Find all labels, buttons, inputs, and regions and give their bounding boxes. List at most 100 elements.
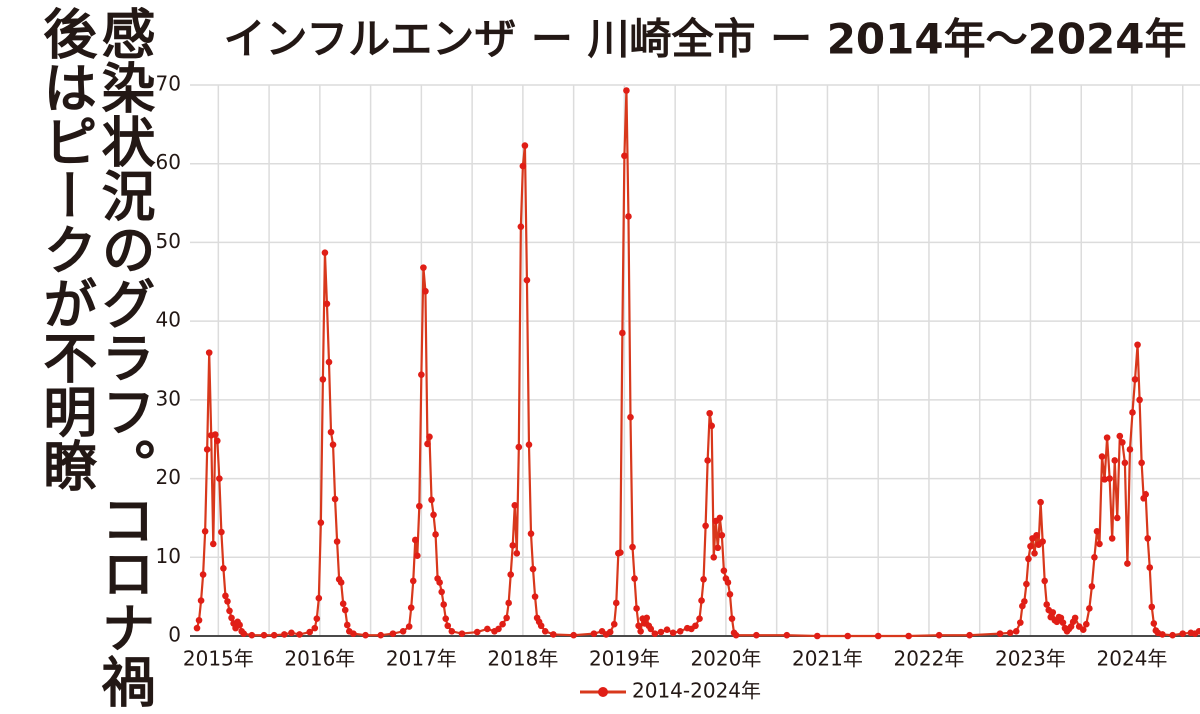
legend-marker: [598, 687, 608, 697]
y-tick-label: 60: [156, 150, 181, 174]
data-point: [416, 502, 423, 510]
data-point: [625, 213, 632, 220]
y-tick-label: 30: [156, 386, 181, 410]
data-point: [1126, 446, 1134, 453]
x-tick-label: 2023年: [995, 647, 1066, 671]
data-point: [643, 614, 651, 622]
data-point: [527, 530, 535, 537]
data-point: [337, 579, 345, 586]
data-point: [1134, 341, 1141, 349]
data-point: [521, 142, 529, 149]
data-point: [1148, 603, 1156, 611]
data-point: [1106, 475, 1113, 482]
data-point: [1138, 459, 1145, 467]
data-point: [753, 631, 760, 639]
data-point: [321, 249, 329, 256]
data-point: [319, 376, 327, 383]
data-point: [1086, 605, 1093, 612]
data-point: [702, 522, 709, 530]
data-point: [317, 519, 325, 526]
data-point: [692, 622, 699, 630]
data-point: [716, 514, 724, 522]
data-point: [531, 593, 539, 600]
data-point: [1179, 630, 1187, 637]
data-point: [621, 152, 628, 160]
data-point: [523, 276, 531, 284]
x-tick-label: 2021年: [792, 647, 863, 671]
data-point: [935, 631, 943, 639]
data-point: [495, 625, 502, 633]
data-point: [389, 630, 397, 637]
data-point: [409, 577, 417, 585]
data-point: [1150, 620, 1158, 627]
data-point: [1195, 627, 1200, 635]
data-point: [704, 457, 711, 464]
data-point: [426, 433, 433, 441]
data-point: [218, 528, 225, 536]
data-point: [1116, 432, 1124, 440]
data-point: [726, 590, 734, 598]
data-point: [499, 620, 506, 628]
data-point: [513, 550, 521, 557]
data-point: [663, 626, 671, 634]
data-point: [248, 631, 256, 639]
data-point: [612, 599, 620, 607]
data-point: [1129, 409, 1136, 416]
data-point: [1006, 629, 1014, 637]
data-point: [362, 631, 369, 639]
legend-label: 2014-2024年: [632, 679, 761, 703]
data-point: [1142, 491, 1149, 498]
data-point: [430, 511, 437, 519]
y-tick-label: 10: [156, 544, 181, 568]
data-point: [313, 615, 321, 622]
chart-title: インフルエンザ ー 川崎全市 ー 2014年〜2024年: [223, 15, 1186, 64]
data-point: [647, 625, 655, 633]
data-point: [1088, 583, 1096, 590]
data-point: [1136, 396, 1143, 404]
data-line: [195, 90, 1200, 638]
y-tick-label: 40: [156, 308, 181, 332]
data-point: [698, 597, 705, 604]
data-point: [240, 630, 248, 637]
data-point: [1108, 535, 1116, 542]
data-point: [1119, 439, 1126, 446]
data-point: [405, 623, 413, 630]
data-point: [525, 441, 533, 449]
data-point: [1131, 376, 1139, 383]
data-point: [407, 604, 415, 611]
data-point: [844, 632, 852, 640]
data-point: [203, 446, 211, 453]
x-tick-label: 2017年: [386, 647, 457, 671]
data-point: [570, 631, 577, 639]
data-point: [341, 606, 349, 614]
data-point: [220, 565, 227, 572]
data-point: [505, 599, 512, 607]
data-point: [260, 631, 268, 639]
data-point: [473, 628, 481, 636]
data-point: [1103, 434, 1111, 441]
data-point: [617, 549, 624, 556]
data-point: [424, 440, 431, 448]
data-point: [1144, 535, 1152, 542]
data-point: [432, 531, 439, 538]
data-point: [205, 349, 213, 356]
data-point: [537, 622, 545, 630]
data-point: [414, 552, 421, 560]
data-point: [813, 632, 821, 640]
data-point: [1169, 631, 1176, 639]
data-point: [1124, 560, 1131, 567]
data-point: [199, 571, 207, 578]
data-point: [270, 631, 278, 639]
data-point: [1111, 457, 1119, 464]
x-tick-label: 2020年: [690, 647, 761, 671]
data-point: [996, 630, 1004, 637]
data-point: [1101, 476, 1108, 483]
data-point: [1023, 580, 1030, 588]
data-point: [422, 287, 429, 295]
data-point: [281, 631, 288, 638]
data-point: [306, 628, 313, 636]
data-point: [448, 627, 456, 635]
data-point: [627, 413, 634, 421]
x-tick-label: 2019年: [589, 647, 660, 671]
